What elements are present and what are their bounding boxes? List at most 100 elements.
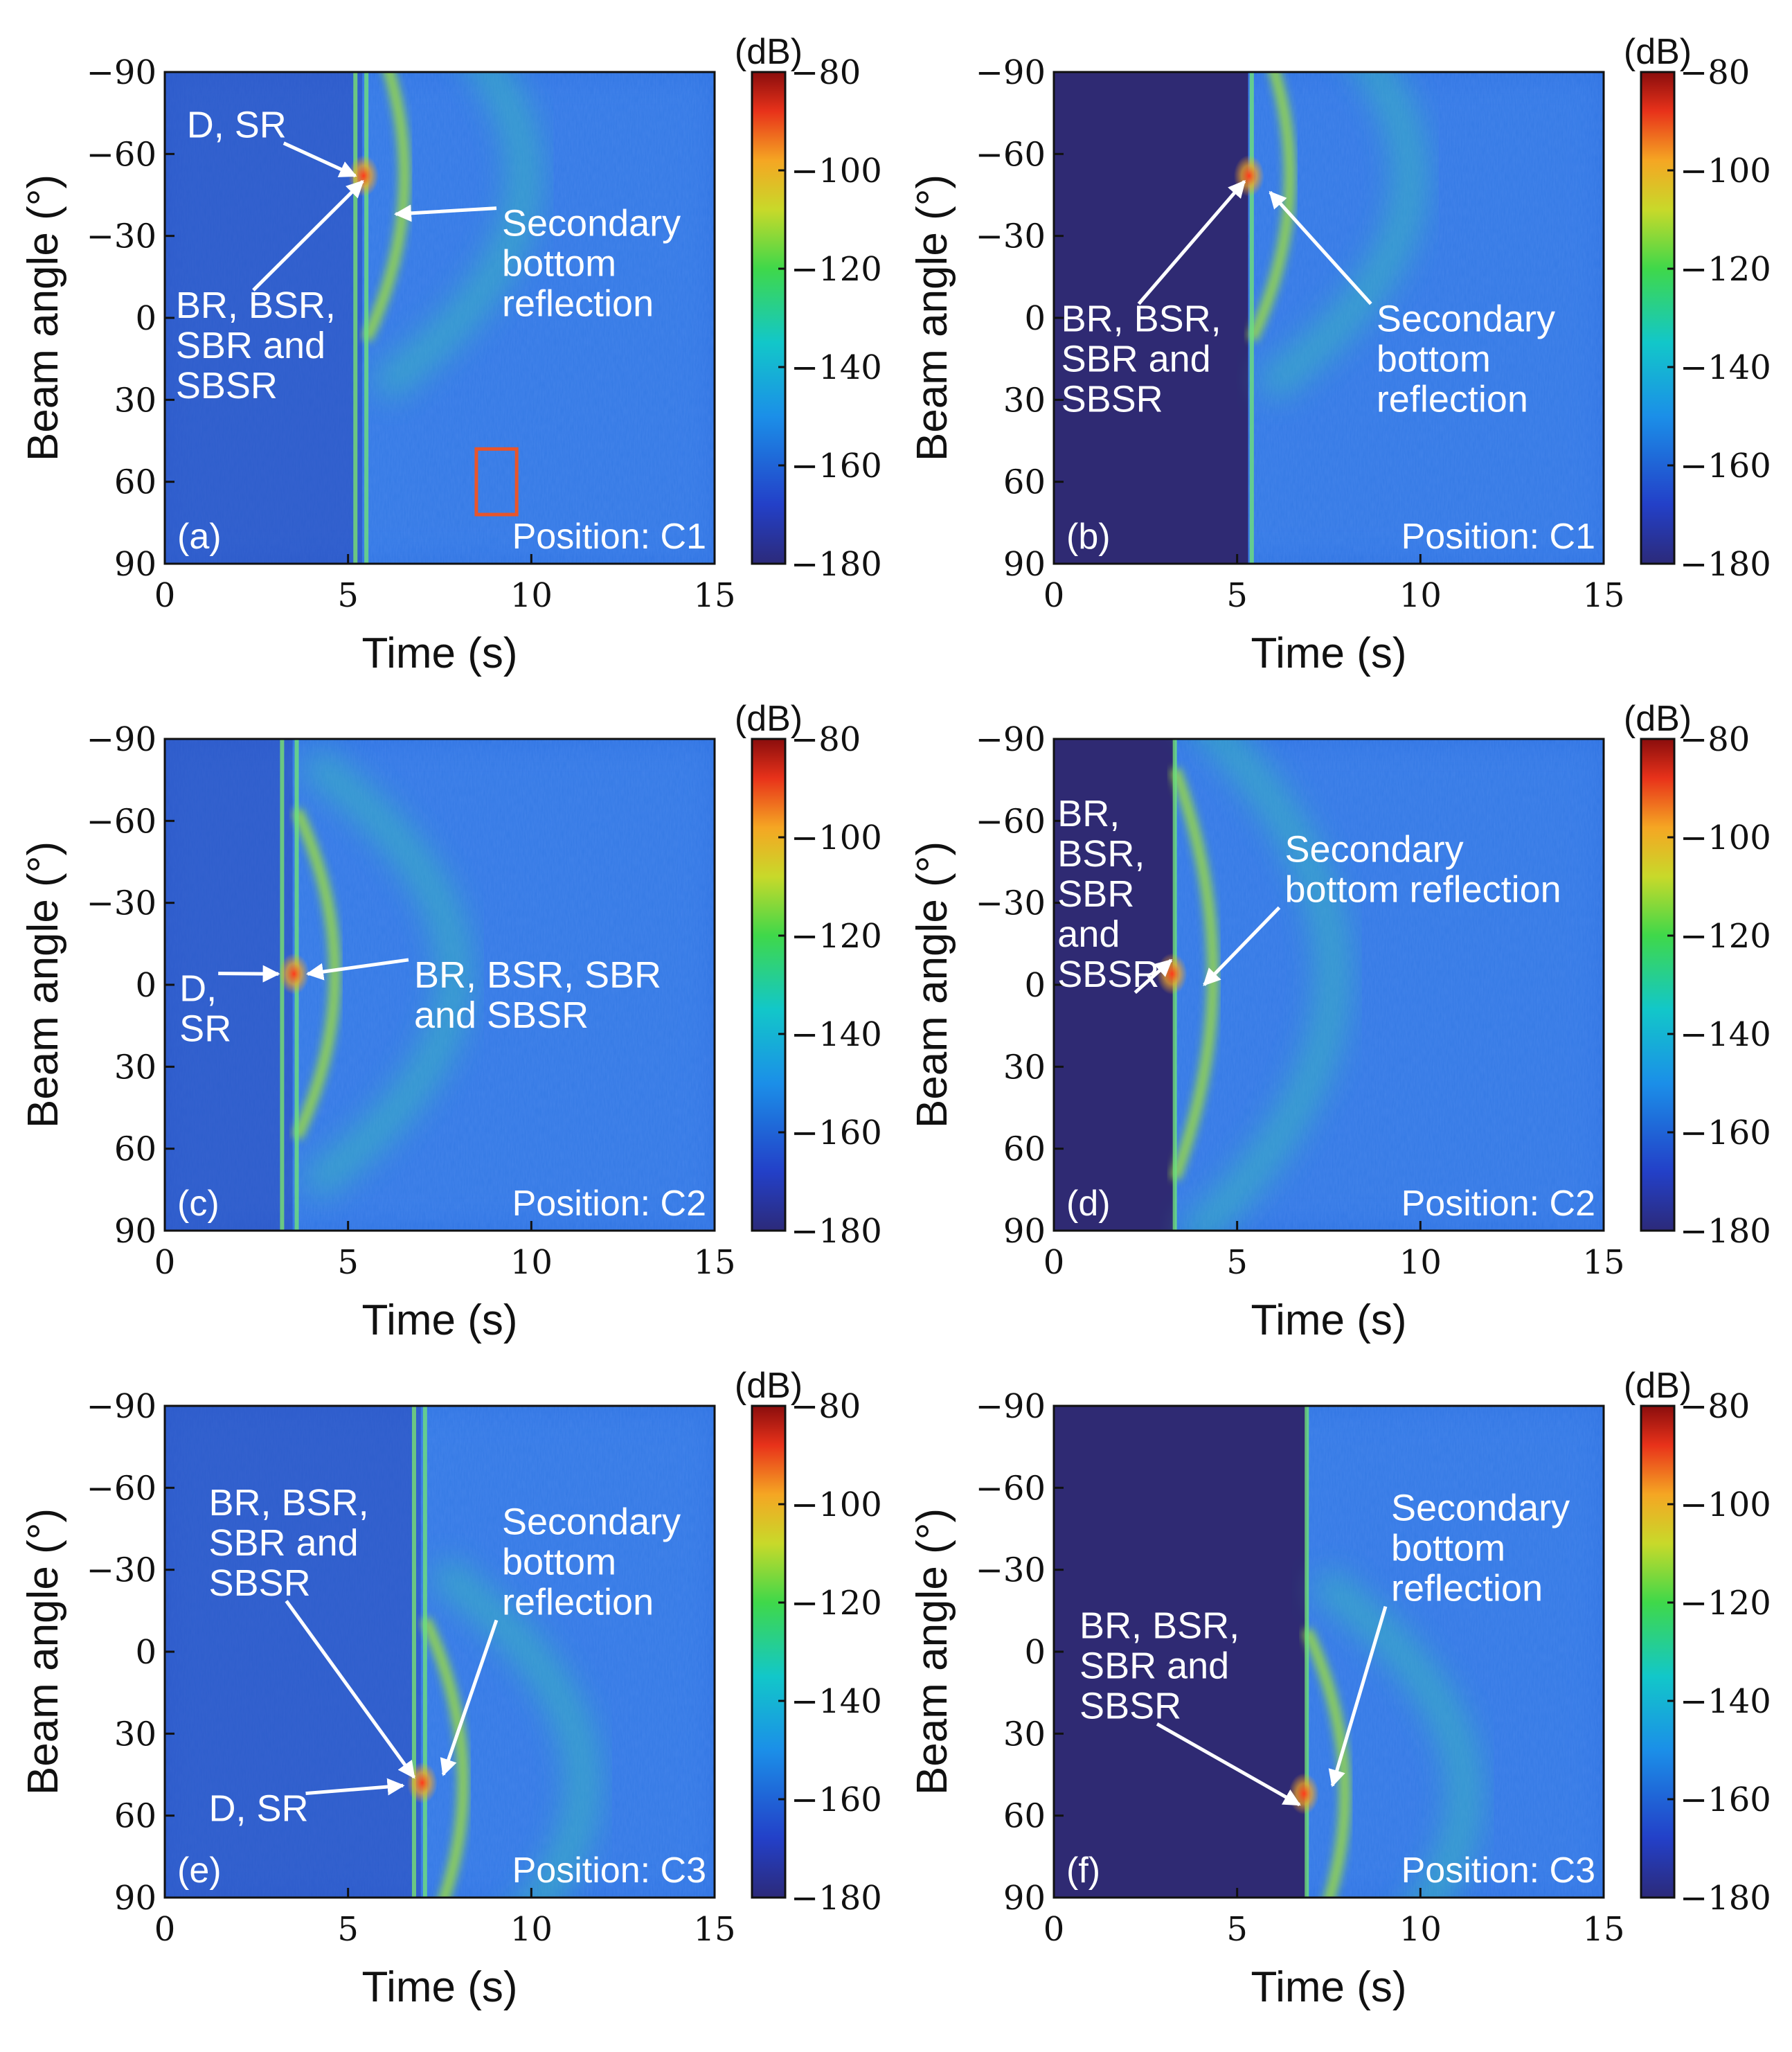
ytick-label: −60 bbox=[87, 135, 156, 174]
xtick-label: 5 bbox=[1226, 1243, 1248, 1282]
annotation-text: BR, BSR, SBR and SBSR bbox=[209, 1482, 369, 1604]
annotation-arrow bbox=[305, 958, 409, 981]
colorbar-tick-label: −180 bbox=[791, 1212, 882, 1251]
ytick-label: 60 bbox=[114, 463, 156, 502]
xtick-label: 0 bbox=[1043, 576, 1065, 615]
colorbar-tick-label: −120 bbox=[791, 1584, 882, 1623]
position-label: Position: C2 bbox=[512, 1184, 706, 1224]
ytick-label: −30 bbox=[87, 884, 156, 923]
panel-letter: (c) bbox=[177, 1184, 219, 1224]
xtick-label: 5 bbox=[337, 576, 359, 615]
secondary-reflection-glow bbox=[1311, 1568, 1480, 1898]
colorbar-tick-label: −180 bbox=[791, 1879, 882, 1918]
ytick-label: −60 bbox=[976, 1469, 1046, 1508]
annotation-text: BR, BSR, SBR and SBSR bbox=[414, 954, 661, 1036]
y-axis-label: Beam angle (°) bbox=[19, 175, 67, 461]
ytick-label: 90 bbox=[1003, 1879, 1046, 1918]
ytick-label: −60 bbox=[87, 802, 156, 841]
ytick-label: −90 bbox=[976, 1387, 1046, 1426]
ytick-label: −60 bbox=[976, 135, 1046, 174]
annotation-text: BR, BSR, SBR and SBSR bbox=[1079, 1605, 1239, 1727]
colorbar bbox=[1641, 739, 1674, 1231]
arrival-line bbox=[1249, 72, 1254, 564]
colorbar-tick-label: −140 bbox=[791, 348, 882, 387]
colorbar-tick-label: −120 bbox=[1680, 917, 1771, 956]
ytick-label: 30 bbox=[1003, 1715, 1046, 1754]
ytick-label: −30 bbox=[976, 884, 1046, 923]
colorbar-tick-label: −180 bbox=[1680, 1212, 1771, 1251]
colorbar-frame bbox=[751, 738, 787, 1232]
peak-hotspot bbox=[278, 953, 310, 995]
masked-region bbox=[1054, 1406, 1307, 1898]
annotation-arrow bbox=[252, 180, 364, 292]
x-axis-label: Time (s) bbox=[1251, 1296, 1407, 1344]
annotation-arrow bbox=[1137, 179, 1246, 305]
ytick-label: 30 bbox=[114, 1048, 156, 1087]
xtick-label: 10 bbox=[1399, 1910, 1442, 1949]
colorbar-tick-label: −120 bbox=[1680, 250, 1771, 289]
colorbar-tick-label: −80 bbox=[1680, 720, 1750, 759]
ytick-label: −90 bbox=[976, 720, 1046, 759]
colorbar-tick-label: −140 bbox=[791, 1682, 882, 1721]
ytick-label: −30 bbox=[87, 1551, 156, 1590]
y-axis-label: Beam angle (°) bbox=[19, 1508, 67, 1795]
colorbar-tick-label: −100 bbox=[791, 152, 882, 190]
panel-letter: (a) bbox=[177, 517, 222, 557]
annotation-arrow bbox=[1156, 1722, 1301, 1807]
annotation-text: D, SR bbox=[179, 968, 231, 1050]
colorbar bbox=[752, 739, 785, 1231]
arrival-line bbox=[1305, 1406, 1309, 1898]
panel-letter: (d) bbox=[1066, 1184, 1111, 1224]
ytick-label: −30 bbox=[87, 217, 156, 256]
annotation-text: Secondary bottom reflection bbox=[502, 203, 681, 325]
secondary-reflection-glow bbox=[1178, 739, 1349, 1231]
xtick-label: 15 bbox=[693, 1243, 735, 1282]
annotation-arrow bbox=[393, 204, 497, 222]
colorbar-tick-label: −100 bbox=[791, 819, 882, 857]
xtick-label: 0 bbox=[154, 1910, 176, 1949]
secondary-reflection-glow bbox=[371, 72, 540, 402]
peak-hotspot bbox=[406, 1762, 438, 1804]
colorbar-tick-label: −120 bbox=[791, 917, 882, 956]
x-axis-label: Time (s) bbox=[1251, 630, 1407, 677]
annotation-arrow bbox=[440, 1619, 499, 1776]
panel-letter: (e) bbox=[177, 1850, 222, 1891]
colorbar-tick-label: −160 bbox=[1680, 1114, 1771, 1152]
ytick-label: −60 bbox=[976, 802, 1046, 841]
colorbar-tick-label: −140 bbox=[791, 1015, 882, 1054]
annotation-text: Secondary bottom reflection bbox=[502, 1501, 681, 1623]
colorbar-tick-label: −100 bbox=[1680, 819, 1771, 857]
secondary-reflection-glow bbox=[429, 1557, 599, 1898]
xtick-label: 10 bbox=[510, 1243, 553, 1282]
y-axis-label: Beam angle (°) bbox=[908, 175, 956, 461]
ytick-label: 90 bbox=[114, 1879, 156, 1918]
colorbar-frame bbox=[751, 71, 787, 565]
position-label: Position: C3 bbox=[1401, 1850, 1595, 1891]
ytick-label: −30 bbox=[976, 1551, 1046, 1590]
ytick-label: 0 bbox=[1024, 1633, 1046, 1672]
position-label: Position: C1 bbox=[512, 517, 706, 557]
colorbar-tick-label: −80 bbox=[791, 53, 861, 92]
annotation-text: D, SR bbox=[209, 1788, 309, 1830]
xtick-label: 10 bbox=[1399, 576, 1442, 615]
colorbar-tick-label: −160 bbox=[1680, 447, 1771, 485]
colorbar-tick-label: −140 bbox=[1680, 1682, 1771, 1721]
annotation-text: BR, BSR, SBR and SBSR bbox=[1057, 793, 1159, 995]
heatmap-area bbox=[1054, 1406, 1604, 1898]
xtick-label: 10 bbox=[510, 1910, 553, 1949]
heatmap-area bbox=[165, 739, 715, 1231]
annotation-arrow bbox=[1328, 1605, 1388, 1787]
peak-hotspot bbox=[1156, 953, 1188, 995]
x-axis-label: Time (s) bbox=[1251, 1963, 1407, 2011]
bottom-reflection-arc bbox=[1246, 72, 1296, 342]
annotation-text: Secondary bottom reflection bbox=[1377, 298, 1555, 420]
bottom-reflection-arc bbox=[361, 72, 411, 342]
ytick-label: 90 bbox=[114, 545, 156, 584]
colorbar-tick-label: −160 bbox=[791, 447, 882, 485]
